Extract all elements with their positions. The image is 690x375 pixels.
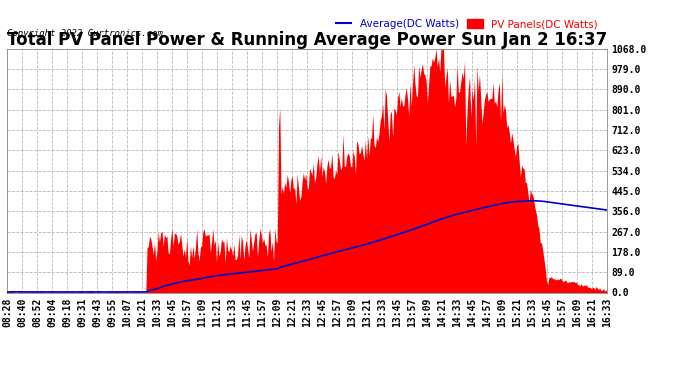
Legend: Average(DC Watts), PV Panels(DC Watts): Average(DC Watts), PV Panels(DC Watts) (332, 15, 602, 33)
Title: Total PV Panel Power & Running Average Power Sun Jan 2 16:37: Total PV Panel Power & Running Average P… (7, 31, 607, 49)
Text: Copyright 2022 Curtronics.com: Copyright 2022 Curtronics.com (7, 29, 163, 38)
